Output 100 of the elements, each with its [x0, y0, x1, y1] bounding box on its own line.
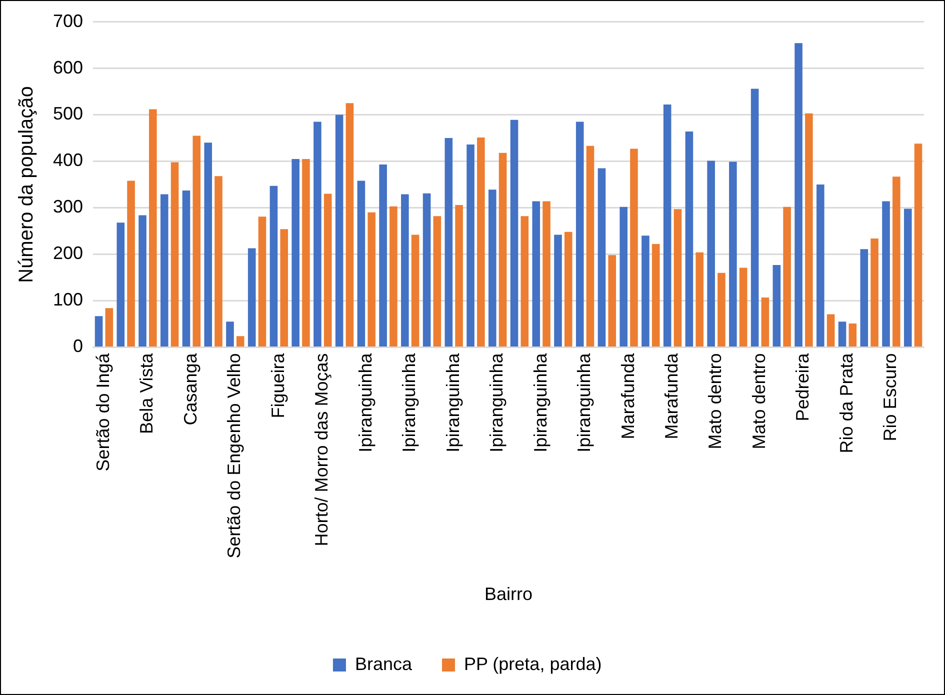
bar — [685, 132, 694, 346]
x-tick-label: Casanga — [180, 352, 200, 426]
bar — [226, 322, 234, 346]
x-tick-label: Sertão do Engenho Velho — [224, 353, 244, 558]
x-tick-label: Bela Vista — [136, 352, 157, 434]
bar — [116, 222, 125, 346]
bar — [718, 272, 726, 346]
bar — [652, 244, 660, 346]
bar — [248, 248, 256, 346]
x-tick-label: Ipiranguinha — [530, 352, 550, 452]
x-tick-label: Rio da Prata — [836, 352, 856, 454]
bar — [542, 201, 550, 346]
bar — [707, 160, 715, 346]
bar — [826, 314, 835, 346]
x-tick-label: Sertão do Ingá — [92, 352, 113, 472]
x-tick-label: Marafunda — [618, 352, 638, 440]
bar — [94, 316, 103, 346]
bar — [532, 201, 540, 346]
x-tick-label: Marafunda — [661, 352, 682, 440]
bar — [444, 138, 453, 346]
y-tick-label: 700 — [52, 10, 84, 31]
bar — [608, 255, 616, 346]
bar — [794, 43, 802, 346]
bar — [149, 109, 157, 346]
bar — [772, 264, 781, 346]
bar — [192, 136, 201, 346]
bar — [498, 152, 507, 346]
bar — [214, 176, 222, 346]
x-tick-label: Ipiranguinha — [486, 352, 507, 452]
bar — [302, 158, 310, 346]
x-tick-label: Pedreira — [792, 352, 813, 422]
bar — [477, 138, 485, 346]
bar — [904, 208, 912, 346]
bar — [379, 164, 387, 346]
bar — [586, 146, 594, 346]
bar — [564, 232, 572, 346]
bar — [335, 114, 344, 346]
bar — [663, 104, 672, 346]
bar — [630, 148, 638, 346]
x-tick-label: Horto/ Morro das Moças — [312, 353, 332, 546]
y-tick-label: 500 — [52, 104, 84, 124]
bar — [520, 216, 529, 346]
bar — [455, 204, 463, 346]
legend-label: Branca — [354, 654, 413, 674]
bar — [204, 142, 212, 346]
bar — [892, 176, 900, 346]
bar — [411, 234, 420, 346]
bar — [674, 209, 682, 346]
bar — [816, 184, 824, 346]
bar — [729, 162, 737, 346]
y-axis-title: Número da população — [16, 86, 38, 283]
bar — [838, 322, 846, 346]
bar — [510, 120, 518, 346]
x-tick-label: Mato dentro — [748, 353, 769, 450]
bar — [598, 168, 606, 346]
legend-label: PP (preta, parda) — [464, 654, 602, 674]
bar — [554, 234, 562, 346]
bar — [642, 236, 650, 346]
y-tick-label: 300 — [52, 196, 84, 217]
bar — [848, 324, 857, 346]
bar — [292, 158, 300, 346]
bar — [783, 206, 791, 346]
bar — [761, 297, 770, 346]
y-tick-label: 600 — [52, 57, 84, 78]
y-tick-label: 200 — [52, 243, 84, 264]
bar — [170, 162, 179, 346]
bar — [280, 229, 288, 346]
x-tick-label: Ipiranguinha — [574, 352, 594, 452]
bar — [258, 216, 266, 346]
bar — [882, 201, 890, 346]
bar — [433, 216, 442, 346]
y-tick-label: 0 — [73, 336, 84, 356]
bar — [357, 180, 366, 346]
bar — [696, 252, 704, 346]
bar — [870, 238, 878, 346]
bar — [390, 206, 398, 346]
bar — [805, 113, 813, 346]
x-tick-label: Rio Escuro — [880, 353, 900, 442]
x-tick-label: Ipiranguinha — [442, 352, 463, 452]
bar — [127, 180, 135, 346]
y-tick-label: 400 — [52, 150, 84, 170]
bar — [138, 215, 146, 346]
bar — [466, 144, 474, 346]
bar — [739, 268, 748, 346]
bar — [346, 103, 354, 346]
bar — [270, 186, 278, 346]
x-tick-label: Ipiranguinha — [399, 352, 420, 452]
bar — [914, 144, 922, 346]
bar — [488, 190, 496, 346]
x-tick-label: Ipiranguinha — [355, 352, 376, 452]
bar — [860, 249, 868, 346]
x-axis-title: Bairro — [484, 584, 533, 604]
bar — [182, 190, 190, 346]
bar — [236, 336, 244, 346]
bar — [401, 194, 409, 346]
x-tick-label: Mato dentro — [705, 353, 726, 450]
bar — [750, 88, 759, 346]
bar — [314, 122, 322, 346]
x-tick-label: Figueira — [268, 352, 288, 418]
bar — [576, 122, 584, 346]
